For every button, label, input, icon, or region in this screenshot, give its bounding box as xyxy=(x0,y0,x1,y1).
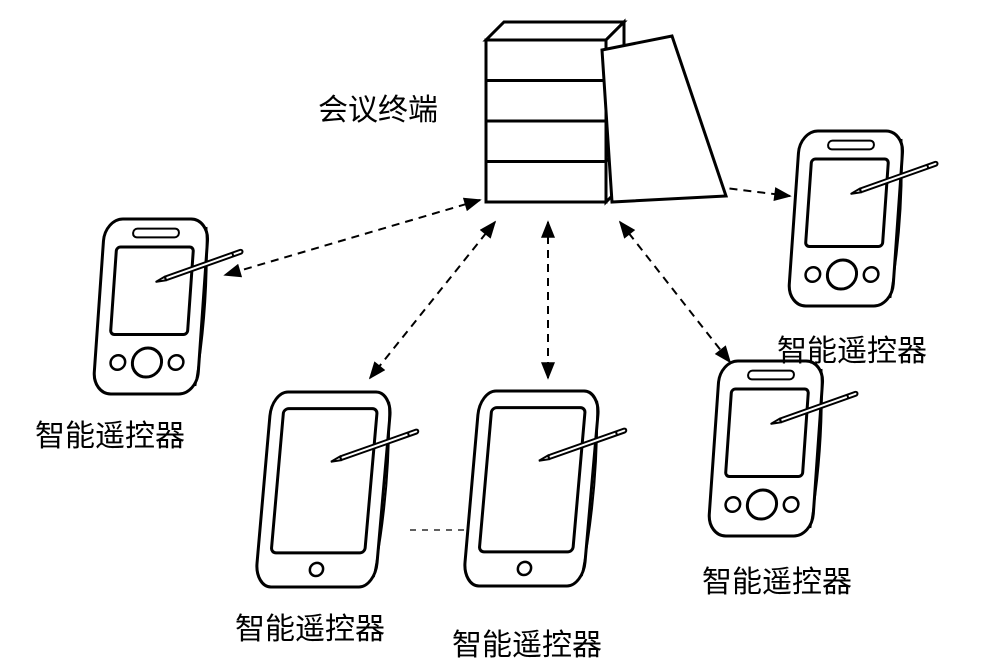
edge-left-lower xyxy=(370,222,495,378)
edge-right-lower xyxy=(620,222,730,362)
device-label-right-upper: 智能遥控器 xyxy=(777,326,927,370)
device-label-center: 智能遥控器 xyxy=(452,620,602,662)
device-right-lower xyxy=(708,361,861,536)
device-label-left-upper: 智能遥控器 xyxy=(35,411,185,455)
device-label-left-lower: 智能遥控器 xyxy=(235,604,385,648)
server-label: 会议终端 xyxy=(318,85,438,129)
device-left-lower xyxy=(255,392,422,587)
edge-left-upper xyxy=(225,200,480,275)
device-right-upper xyxy=(788,131,941,306)
server-icon xyxy=(486,22,726,202)
device-label-right-lower: 智能遥控器 xyxy=(702,557,852,601)
device-left-upper xyxy=(93,219,246,394)
device-center xyxy=(463,391,630,586)
